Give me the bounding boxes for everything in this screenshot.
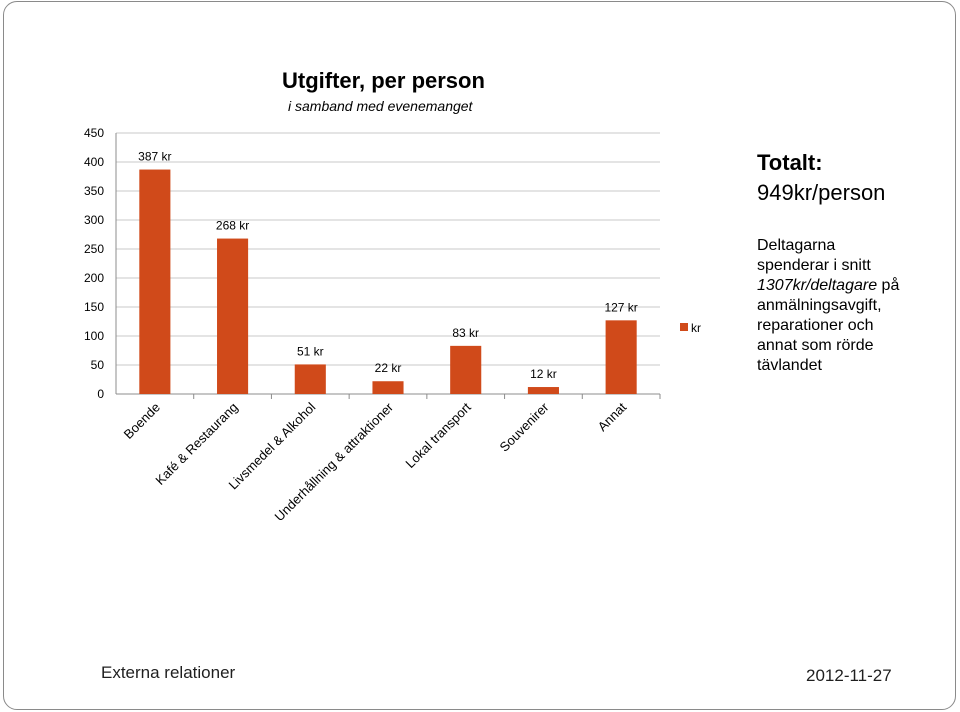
y-tick-label: 150	[84, 300, 104, 314]
data-label: 387 kr	[138, 150, 171, 164]
y-tick-label: 250	[84, 242, 104, 256]
category-label: Souvenirer	[496, 399, 552, 455]
y-tick-label: 50	[91, 358, 105, 372]
data-label: 22 kr	[375, 361, 402, 375]
bar	[217, 238, 249, 394]
data-label: 268 kr	[216, 219, 249, 233]
footer-left: Externa relationer	[101, 663, 236, 682]
side-note-line: annat som rörde	[757, 337, 874, 354]
y-tick-label: 200	[84, 271, 104, 285]
y-tick-label: 450	[84, 126, 104, 140]
legend-label: kr	[691, 321, 701, 335]
category-label: Annat	[595, 399, 630, 434]
total-value: 949kr/person	[757, 180, 886, 205]
bar	[527, 387, 559, 394]
side-note-line: Deltagarna	[757, 237, 836, 254]
bar	[372, 381, 404, 394]
chart-title: Utgifter, per person	[282, 68, 485, 93]
y-tick-label: 400	[84, 155, 104, 169]
side-note-emphasis: 1307kr/deltagare	[757, 277, 878, 294]
bar	[139, 169, 171, 394]
side-note-line-tail: på	[877, 277, 900, 294]
footer-date: 2012-11-27	[806, 666, 892, 685]
chart-subtitle: i samband med evenemanget	[288, 98, 473, 114]
side-note: Deltagarna spenderar i snitt 1307kr/delt…	[757, 236, 952, 376]
side-note-line: 1307kr/deltagare på	[757, 276, 952, 296]
data-label: 51 kr	[297, 344, 324, 358]
y-tick-label: 0	[97, 387, 104, 401]
side-note-line: spenderar i snitt	[757, 257, 871, 274]
y-tick-label: 300	[84, 213, 104, 227]
category-label: Boende	[121, 400, 163, 442]
bar	[605, 320, 637, 394]
total-heading: Totalt:	[757, 150, 823, 175]
category-label: Livsmedel & Alkohol	[226, 399, 319, 492]
bar	[294, 364, 326, 394]
data-label: 127 kr	[604, 300, 637, 314]
y-tick-label: 350	[84, 184, 104, 198]
y-tick-label: 100	[84, 329, 104, 343]
data-label: 12 kr	[530, 367, 557, 381]
legend-swatch	[680, 323, 688, 331]
side-note-line: anmälningsavgift,	[757, 297, 882, 314]
data-label: 83 kr	[452, 326, 479, 340]
side-note-line: tävlandet	[757, 357, 822, 374]
category-label: Lokal transport	[402, 399, 474, 471]
category-label: Kafé & Restaurang	[152, 400, 240, 488]
side-note-line: reparationer och	[757, 317, 874, 334]
bar	[450, 345, 482, 394]
